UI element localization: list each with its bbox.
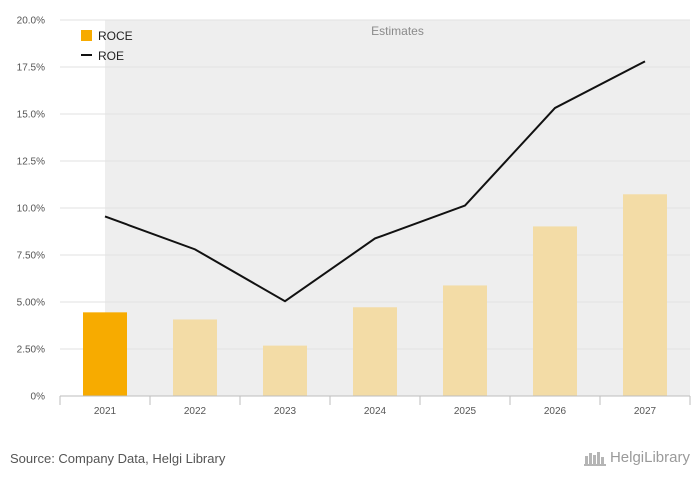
legend-roe-label: ROE: [98, 49, 124, 63]
x-tick-label: 2023: [274, 406, 297, 417]
roce-bar-2026: [533, 226, 577, 396]
y-tick-label: 12.5%: [17, 157, 45, 168]
x-tick-label: 2026: [544, 406, 567, 417]
y-tick-label: 20.0%: [17, 16, 45, 27]
roce-bar-2024: [353, 307, 397, 396]
legend: ROCE ROE: [81, 29, 133, 63]
roce-bar-2025: [443, 285, 487, 396]
roce-bars: [83, 194, 667, 396]
x-tick-label: 2022: [184, 406, 207, 417]
helgi-library-logo[interactable]: HelgiLibrary: [583, 449, 690, 466]
logo-text: HelgiLibrary: [609, 449, 690, 466]
source-note: Source: Company Data, Helgi Library: [10, 451, 226, 466]
y-tick-label: 7.50%: [17, 251, 45, 262]
roce-bar-2022: [173, 319, 217, 396]
x-axis: 2021 2022 2023 2024 2025 2026 2027: [59, 395, 691, 417]
x-tick-label: 2027: [634, 406, 657, 417]
legend-roce-swatch: [81, 30, 92, 41]
y-tick-label: 10.0%: [17, 204, 45, 215]
roce-bar-2021: [83, 312, 127, 396]
x-tick-label: 2025: [454, 406, 477, 417]
legend-roce-label: ROCE: [98, 29, 133, 43]
y-tick-label: 15.0%: [17, 110, 45, 121]
roce-bar-2027: [623, 194, 667, 396]
y-tick-label: 2.50%: [17, 345, 45, 356]
library-logo-icon: [583, 451, 606, 466]
gridlines: [60, 19, 690, 350]
y-tick-label: 5.00%: [17, 298, 45, 309]
y-axis-ticks: 0% 2.50% 5.00% 7.50% 10.0% 12.5% 15.0% 17.5% 20.…: [17, 16, 45, 403]
x-tick-label: 2024: [364, 406, 387, 417]
estimates-label: Estimates: [371, 24, 424, 38]
chart: 0% 2.50% 5.00% 7.50% 10.0% 12.5% 15.0% 17.5% 20.…: [17, 16, 691, 417]
y-tick-label: 17.5%: [17, 63, 45, 74]
roce-bar-2023: [263, 345, 307, 396]
x-tick-label: 2021: [94, 406, 117, 417]
y-tick-label: 0%: [31, 392, 46, 403]
roe-line: [104, 60, 646, 303]
